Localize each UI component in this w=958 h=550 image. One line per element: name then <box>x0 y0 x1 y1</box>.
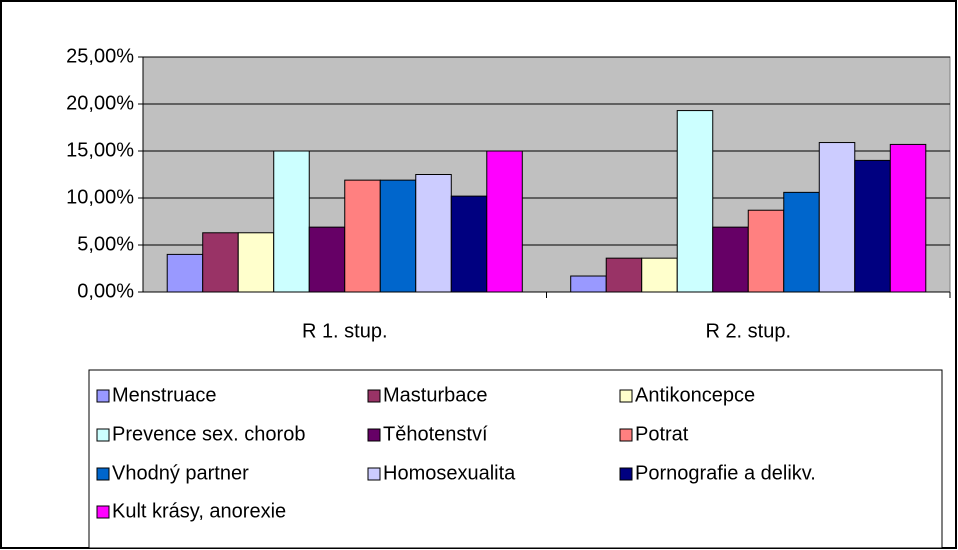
bar <box>486 150 523 293</box>
y-tick-label: 5,00% <box>77 233 134 255</box>
legend-swatch <box>619 467 633 481</box>
legend-label: Kult krásy, anorexie <box>112 500 286 522</box>
x-tick-label: R 1. stup. <box>302 320 388 342</box>
bar <box>379 179 417 293</box>
legend-label: Homosexualita <box>383 462 516 484</box>
bar <box>889 143 927 293</box>
legend-swatch <box>619 389 633 403</box>
y-tick-label: 10,00% <box>66 186 134 208</box>
bar <box>415 174 452 293</box>
legend-swatch <box>367 467 381 481</box>
bar <box>166 253 204 293</box>
bar <box>237 232 275 293</box>
bar <box>605 257 643 293</box>
bar <box>641 257 678 293</box>
legend-label: Masturbace <box>383 384 488 406</box>
bar <box>308 226 346 293</box>
legend-swatch <box>367 389 381 403</box>
bar <box>712 226 749 293</box>
legend-swatch <box>96 467 110 481</box>
bar <box>450 195 488 293</box>
bar <box>344 179 381 293</box>
y-tick-label: 25,00% <box>66 45 134 67</box>
legend-swatch <box>619 428 633 442</box>
legend-swatch <box>96 428 110 442</box>
legend-label: Menstruace <box>112 384 217 406</box>
legend-swatch <box>367 428 381 442</box>
bar <box>676 110 714 293</box>
y-tick-label: 15,00% <box>66 139 134 161</box>
legend-label: Antikoncepce <box>635 384 755 406</box>
y-tick-label: 0,00% <box>77 280 134 302</box>
bar <box>854 159 891 293</box>
legend-label: Pornografie a delikv. <box>635 462 816 484</box>
legend-label: Potrat <box>635 423 689 445</box>
legend-swatch <box>96 389 110 403</box>
x-tick-label: R 2. stup. <box>705 320 791 342</box>
bar <box>818 142 856 293</box>
bar <box>273 150 310 293</box>
y-tick-label: 20,00% <box>66 92 134 114</box>
legend-label: Těhotenství <box>383 423 488 445</box>
bar <box>570 275 607 293</box>
legend-label: Vhodný partner <box>112 462 249 484</box>
bar <box>747 209 785 293</box>
legend-label: Prevence sex. chorob <box>112 423 305 445</box>
bar <box>202 232 239 293</box>
legend-swatch <box>96 505 110 519</box>
bar <box>783 191 820 293</box>
legend-box <box>88 369 943 549</box>
